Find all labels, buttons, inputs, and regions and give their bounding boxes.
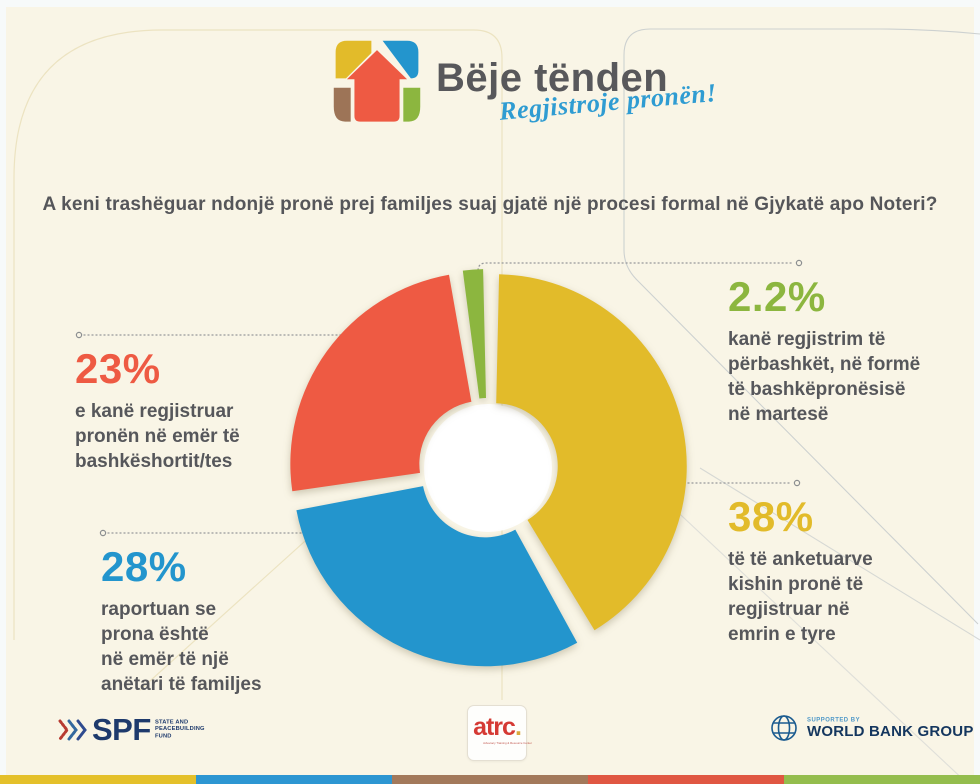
stat-desc-23: e kanë regjistruar pronën në emër të bas… [75, 401, 240, 473]
stat-desc-38: të të anketuarve kishin pronë të regjist… [728, 549, 873, 646]
wb-name: WORLD BANK GROUP [807, 723, 974, 740]
donut-slice-23 [290, 274, 472, 492]
stat-value-23: 23% [75, 345, 161, 392]
callout-28: 28% raportuan se prona është në emër të … [101, 546, 341, 697]
logo-title: Bëje tënden [436, 56, 669, 100]
callout-38: 38% të të anketuarve kishin pronë të reg… [728, 496, 968, 647]
donut-slice-28 [296, 486, 578, 667]
stat-desc-28: raportuan se prona është në emër të një … [101, 599, 262, 696]
world-bank-globe-icon [771, 715, 797, 741]
callout-2-2: 2.2% kanë regjistrim të përbashkët, në f… [728, 276, 968, 427]
footer-stripe [392, 775, 588, 784]
atrc-dot: . [514, 713, 522, 741]
callout-23: 23% e kanë regjistruar pronën në emër të… [75, 348, 315, 474]
footer-stripes [0, 775, 980, 784]
donut-slice-38 [496, 274, 687, 631]
spf-chevrons-icon [58, 719, 87, 740]
stat-desc-2-2: kanë regjistrim të përbashkët, në formë … [728, 329, 921, 426]
footer-stripe [196, 775, 392, 784]
spf-acronym: SPF [92, 712, 151, 747]
footer-stripe [588, 775, 784, 784]
atrc-name: atrc. [473, 713, 522, 741]
world-bank-logo: SUPPORTED BY WORLD BANK GROUP [768, 712, 974, 744]
house-logo-icon [333, 40, 421, 122]
footer-stripe [0, 775, 196, 784]
stat-value-38: 38% [728, 493, 814, 540]
stat-value-28: 28% [101, 543, 187, 590]
wb-supported-by: SUPPORTED BY [807, 717, 861, 723]
spf-label: STATE AND PEACEBUILDING FUND [154, 719, 205, 739]
donut-hole [424, 404, 552, 532]
spf-logo: SPF STATE AND PEACEBUILDING FUND [58, 714, 215, 745]
stat-value-2-2: 2.2% [728, 273, 826, 320]
atrc-logo: atrc. Advocacy Training & Resource Cente… [467, 705, 532, 761]
donut-slice-22 [462, 269, 486, 399]
leader-2-2 [477, 262, 795, 283]
footer-stripe [784, 775, 980, 784]
donut-chart [290, 269, 687, 667]
atrc-subtitle: Advocacy Training & Resource Center [483, 742, 532, 745]
survey-question: A keni trashëguar ndonjë pronë prej fami… [42, 194, 938, 215]
